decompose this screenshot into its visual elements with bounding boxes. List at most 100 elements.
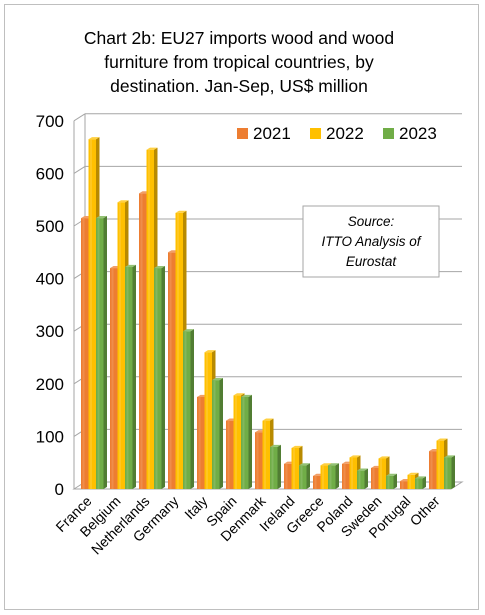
bar-2022-belgium [117,202,125,489]
bar-highlight [213,380,216,489]
bar-2023-poland [357,470,365,489]
bar-top [241,394,252,397]
bar-highlight [285,463,288,489]
bar-2022-ireland [291,447,299,489]
bar-highlight [343,463,346,489]
bar-highlight [198,396,201,489]
bar-2021-ireland [284,463,292,489]
bar-2023-denmark [270,446,278,489]
bar-2021-netherlands [139,193,147,489]
source-text: Source: [348,214,395,229]
bar-2023-belgium [125,267,133,489]
y-tick-label: 400 [36,270,64,289]
bar-2023-germany [183,331,191,489]
bar-top [407,472,419,475]
bar-top [175,210,187,213]
x-tick-label: Other [407,493,443,529]
gridline-side [73,165,86,174]
bar-highlight [169,252,172,489]
source-note: Source: ITTO Analysis of Eurostat [302,205,440,278]
bar-highlight [271,446,274,489]
bar-top [117,200,129,203]
y-tick-label: 700 [36,112,64,131]
bar-highlight [438,440,440,489]
bar-side [248,394,252,489]
bar-2021-portugal [400,481,408,489]
bar-highlight [380,458,382,489]
bar-highlight [155,268,158,489]
bar-top [204,350,216,353]
bar-2023-france [96,218,104,490]
bar-side [277,444,281,489]
bar-highlight [314,475,317,489]
bar-2022-other [436,440,444,489]
bar-2023-netherlands [154,268,162,489]
bar-highlight [256,432,259,489]
bar-highlight [293,447,295,489]
bar-highlight [445,457,448,489]
bar-top [96,216,107,219]
bar-2022-italy [204,352,212,489]
bar-highlight [372,467,375,489]
bar-top [386,473,397,476]
bar-side [190,329,194,489]
bar-side [364,468,368,489]
legend-swatch-2021 [237,128,248,139]
bar-highlight [329,465,332,489]
bar-top [378,456,390,459]
bar-top [270,444,281,447]
gridline-side [73,113,86,122]
bar-2021-denmark [255,432,263,489]
bar-side [219,378,223,489]
bar-highlight [119,202,121,489]
bar-2022-greece [320,465,328,489]
chart-title-line: destination. Jan-Sep, US$ million [110,76,368,96]
source-text: Eurostat [346,254,398,269]
bar-top [233,393,245,396]
bar-2023-portugal [415,478,423,489]
bar-highlight [90,139,92,489]
bar-2021-sweden [371,467,379,489]
bar-top [291,445,303,448]
bar-side [306,463,310,489]
bar-2023-spain [241,396,249,489]
bar-top [183,329,194,332]
bar-2021-other [429,451,437,489]
bar-highlight [409,474,411,489]
bar-2021-france [81,218,89,490]
legend-label-2023: 2023 [399,124,437,143]
y-axis: 0 100 200 300 400 500 600 700 [36,112,75,499]
bar-side [335,463,339,489]
bar-highlight [300,465,303,489]
bar-2023-greece [328,465,336,489]
bar-2021-italy [197,396,205,489]
bar-2023-sweden [386,475,394,489]
bar-2023-italy [212,380,220,489]
bar-highlight [387,475,390,489]
bar-2022-france [88,139,96,489]
bar-side [393,473,397,489]
bar-highlight [235,395,237,489]
y-tick-label: 0 [55,480,64,499]
bar-highlight [97,218,100,490]
chart-title-line: Chart 2b: EU27 imports wood and wood [84,28,394,48]
y-tick-label: 600 [36,164,64,183]
legend-swatch-2022 [310,128,321,139]
bar-2022-netherlands [146,149,154,490]
bar-highlight [148,149,150,490]
bar-side [422,476,426,489]
y-tick-label: 500 [36,217,64,236]
bar-top [357,468,368,471]
bar-top [320,463,332,466]
chart-title-line: furniture from tropical countries, by [104,52,374,72]
bar-highlight [126,267,129,489]
bar-2021-germany [168,252,176,489]
bar-2021-poland [342,463,350,489]
bar-top [328,463,339,466]
bar-highlight [140,193,143,489]
y-tick-label: 200 [36,375,64,394]
source-text: ITTO Analysis of [321,234,421,249]
bar-highlight [82,218,85,490]
